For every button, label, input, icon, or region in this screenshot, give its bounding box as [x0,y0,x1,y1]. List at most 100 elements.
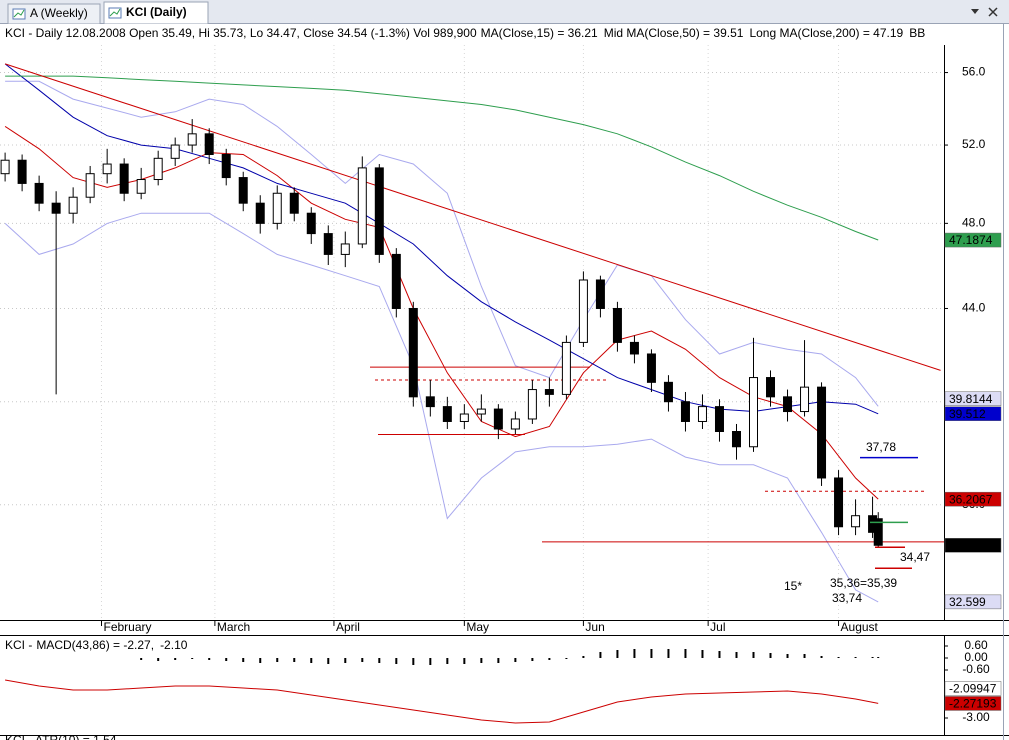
y-tick-label: 0.60 [964,638,988,652]
legend-item: Long MA(Close,200) = 47.19 [749,26,903,40]
candle-body [459,413,469,422]
price-box-label: -2.27193 [949,697,997,711]
candle-body [85,173,95,198]
bollinger-lower [4,212,879,603]
candle-body [391,253,401,309]
candle-body [510,418,520,430]
candle-body [629,341,639,355]
close-button[interactable] [988,7,998,17]
candle-body [783,396,793,413]
candle-body [221,154,231,179]
y-tick-label: 56.0 [962,65,986,79]
x-tick-label: March [217,620,250,634]
candle-body [187,133,197,146]
candle-body [68,196,78,214]
candle-body [255,202,265,224]
candle-body [408,307,418,398]
candle-body [578,279,588,343]
macd-line [5,679,879,724]
candle-body [289,192,299,214]
candle-body [306,212,316,235]
target-label: 37,78 [866,440,896,454]
legend-item: -2.10 [160,638,188,652]
candle-body [766,377,776,398]
candle-body [697,406,707,422]
candle-body [119,163,129,194]
candle-body [714,406,724,433]
candle-body [425,396,435,408]
y-tick-label: 48.0 [962,216,986,230]
y-tick-label: 0.00 [964,650,988,664]
price-box [944,538,1002,553]
candle-body [527,389,537,420]
price-box-label: 39.8144 [949,392,993,406]
price-box-label: -2.09947 [949,682,997,696]
candle-body [17,159,27,184]
candle-body [680,401,690,422]
price-box-label: 32.599 [949,595,986,609]
target-label: 33,74 [832,591,862,605]
candle-body [476,408,486,415]
price-box [944,594,1002,610]
price-box-label: 47.1874 [949,233,993,247]
price-box [944,696,1002,711]
tab-label[interactable]: A (Weekly) [30,6,88,20]
x-tick-label: Jul [710,620,725,634]
tab-icon-line [13,9,25,18]
tab-icon-line [109,8,121,17]
candle-body [817,386,827,479]
candle-body [442,406,452,422]
price-box [944,232,1002,248]
candle-body [34,182,44,204]
candle-body [612,307,622,343]
x-tick-label: February [103,620,151,634]
tab-label[interactable]: KCI (Daily) [126,5,187,19]
dropdown-button[interactable] [971,9,979,14]
panel-title: KCI - Daily 12.08.2008 Open 35.49, Hi 35… [5,26,477,40]
target-label: 34,47 [900,550,930,564]
candle-body [238,177,248,204]
candle-body [748,377,758,448]
candle-body [731,431,741,448]
moving-average [4,63,879,415]
bollinger-upper [5,80,879,407]
x-tick-label: May [466,620,489,634]
candle-body [153,157,163,181]
candle-body [0,159,10,175]
trendline [4,63,941,371]
candle-body [873,518,883,546]
y-tick-label: -3.00 [962,710,990,724]
candle-body [102,163,112,175]
candle-body [544,389,554,395]
legend-item: MA(Close,15) = 36.21 [481,26,598,40]
candle-body [493,408,503,430]
legend-item: MACD(43,86) = -2.27, [36,638,154,652]
candle-body [136,179,146,194]
price-box-label: 34.54 [949,538,979,552]
candle-body [374,167,384,255]
legend-item: BB [909,26,925,40]
price-box [944,391,1002,406]
price-box [944,406,1002,421]
candle-body [800,386,810,413]
candle-body [561,341,571,395]
candle-body [204,133,214,156]
moving-average [4,125,879,500]
candle-body [170,144,180,159]
moving-average [5,75,879,241]
x-tick-label: April [336,620,360,634]
candle-body [834,477,844,528]
x-tick-label: Jun [585,620,604,634]
candle-body [663,381,673,403]
price-box-label: 39.512 [949,407,986,421]
candle-body [323,233,333,255]
y-tick-label: -0.60 [962,662,990,676]
annotation: 15* [784,579,802,593]
price-box-label: 36.2067 [949,492,993,506]
y-tick-label: 44.0 [962,301,986,315]
panel-title: KCI - [5,638,32,652]
y-tick-label: 52.0 [962,137,986,151]
candle-body [851,515,861,528]
